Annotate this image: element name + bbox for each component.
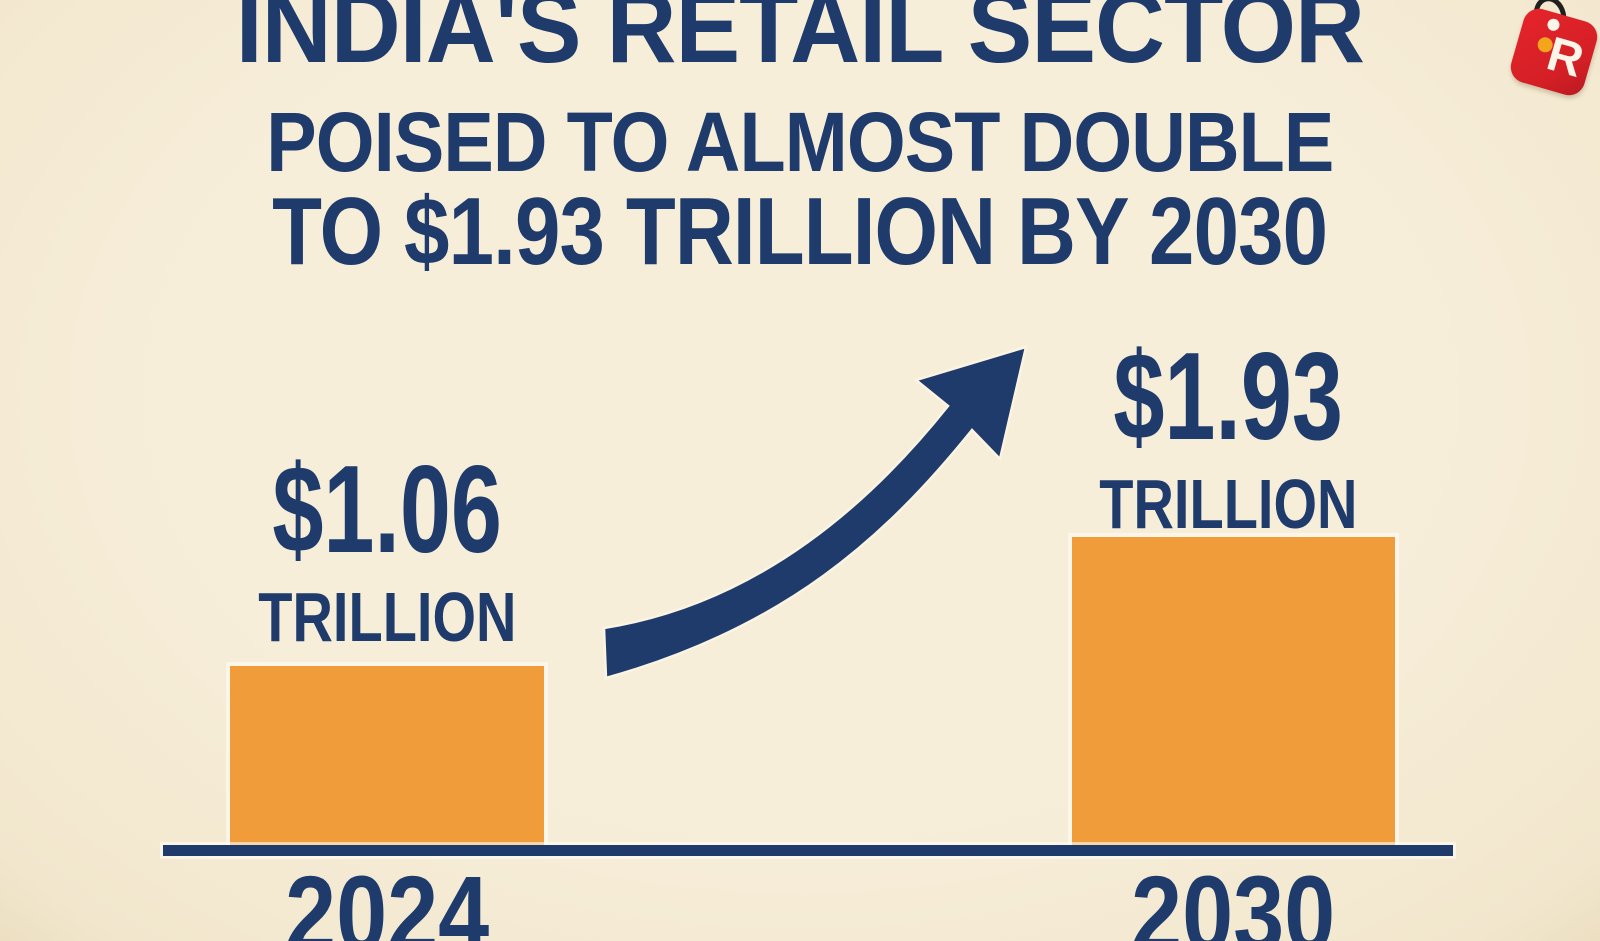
bar-2024-unit: TRILLION xyxy=(257,578,517,656)
bar-2030-value: $1.93 xyxy=(1113,328,1343,466)
bar-2024-value: $1.06 xyxy=(272,441,502,579)
bar-2030-unit: TRILLION xyxy=(1098,465,1358,543)
title-line-2: POISED TO ALMOST DOUBLE xyxy=(0,100,1600,184)
logo-tag-icon: R xyxy=(1506,4,1600,100)
bar-2030-value-label: $1.93 TRILLION xyxy=(968,335,1488,539)
title-line-1-text: INDIA'S RETAIL SECTOR xyxy=(235,0,1365,84)
title-line-3: TO $1.93 TRILLION BY 2030 xyxy=(0,184,1600,280)
x-tick-2024: 2024 xyxy=(284,853,490,941)
title-line-2-text: POISED TO ALMOST DOUBLE xyxy=(266,95,1334,189)
title-line-1: INDIA'S RETAIL SECTOR xyxy=(0,0,1600,78)
brand-logo: R xyxy=(1498,0,1600,144)
bar-2030 xyxy=(1072,537,1395,852)
x-tick-2030: 2030 xyxy=(1130,853,1336,941)
title-line-3-text: TO $1.93 TRILLION BY 2030 xyxy=(272,178,1328,285)
bar-2024 xyxy=(230,666,544,852)
bar-2024-value-label: $1.06 TRILLION xyxy=(127,448,647,652)
x-axis-baseline xyxy=(163,845,1453,856)
